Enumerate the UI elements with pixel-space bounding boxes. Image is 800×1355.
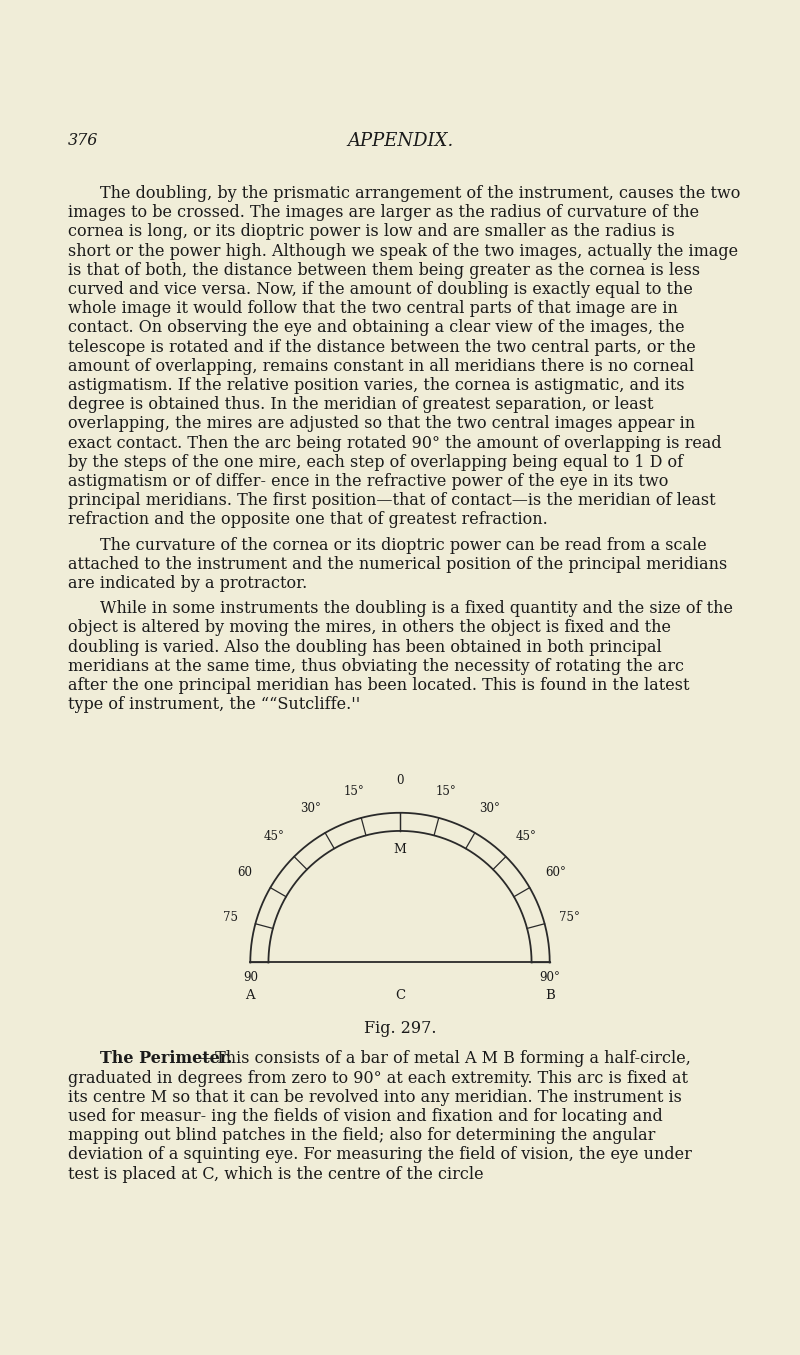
Text: curved and vice versa. Now, if the amount of doubling is exactly equal to the: curved and vice versa. Now, if the amoun… bbox=[68, 280, 693, 298]
Text: overlapping, the mires are adjusted so that the two central images appear in: overlapping, the mires are adjusted so t… bbox=[68, 416, 695, 432]
Text: 30°: 30° bbox=[478, 802, 499, 814]
Text: —This consists of a bar of metal A M B forming a half-circle,: —This consists of a bar of metal A M B f… bbox=[199, 1050, 691, 1068]
Text: whole image it would follow that the two central parts of that image are in: whole image it would follow that the two… bbox=[68, 301, 678, 317]
Text: is that of both, the distance between them being greater as the cornea is less: is that of both, the distance between th… bbox=[68, 262, 700, 279]
Text: 75°: 75° bbox=[558, 911, 580, 924]
Text: 90: 90 bbox=[242, 972, 258, 985]
Text: 15°: 15° bbox=[435, 786, 456, 798]
Text: The doubling, by the prismatic arrangement of the instrument, causes the two: The doubling, by the prismatic arrangeme… bbox=[100, 186, 740, 202]
Text: principal meridians. The first position—that of contact—is the meridian of least: principal meridians. The first position—… bbox=[68, 492, 716, 509]
Text: B: B bbox=[545, 989, 554, 1003]
Text: 90°: 90° bbox=[539, 972, 560, 985]
Text: Fig. 297.: Fig. 297. bbox=[364, 1020, 436, 1038]
Text: C: C bbox=[395, 989, 405, 1003]
Text: by the steps of the one mire, each step of overlapping being equal to 1 D of: by the steps of the one mire, each step … bbox=[68, 454, 683, 470]
Text: 30°: 30° bbox=[301, 802, 322, 814]
Text: 15°: 15° bbox=[344, 786, 365, 798]
Text: degree is obtained thus. In the meridian of greatest separation, or least: degree is obtained thus. In the meridian… bbox=[68, 396, 654, 413]
Text: astigmatism or of differ- ence in the refractive power of the eye in its two: astigmatism or of differ- ence in the re… bbox=[68, 473, 668, 491]
Text: doubling is varied. Also the doubling has been obtained in both principal: doubling is varied. Also the doubling ha… bbox=[68, 638, 662, 656]
Text: 60°: 60° bbox=[545, 866, 566, 879]
Text: meridians at the same time, thus obviating the necessity of rotating the arc: meridians at the same time, thus obviati… bbox=[68, 657, 684, 675]
Text: graduated in degrees from zero to 90° at each extremity. This arc is fixed at: graduated in degrees from zero to 90° at… bbox=[68, 1069, 688, 1087]
Text: 45°: 45° bbox=[515, 831, 537, 843]
Text: While in some instruments the doubling is a fixed quantity and the size of the: While in some instruments the doubling i… bbox=[100, 600, 733, 617]
Text: after the one principal meridian has been located. This is found in the latest: after the one principal meridian has bee… bbox=[68, 678, 690, 694]
Text: astigmatism. If the relative position varies, the cornea is astigmatic, and its: astigmatism. If the relative position va… bbox=[68, 377, 685, 394]
Text: cornea is long, or its dioptric power is low and are smaller as the radius is: cornea is long, or its dioptric power is… bbox=[68, 224, 674, 240]
Text: short or the power high. Although we speak of the two images, actually the image: short or the power high. Although we spe… bbox=[68, 243, 738, 260]
Text: amount of overlapping, remains constant in all meridians there is no corneal: amount of overlapping, remains constant … bbox=[68, 358, 694, 375]
Text: 60: 60 bbox=[237, 866, 252, 879]
Text: 45°: 45° bbox=[263, 831, 285, 843]
Text: A: A bbox=[246, 989, 255, 1003]
Text: refraction and the opposite one that of greatest refraction.: refraction and the opposite one that of … bbox=[68, 511, 548, 528]
Text: The Perimeter.: The Perimeter. bbox=[100, 1050, 232, 1068]
Text: M: M bbox=[394, 843, 406, 856]
Text: are indicated by a protractor.: are indicated by a protractor. bbox=[68, 575, 307, 592]
Text: type of instrument, the ““Sutcliffe.'': type of instrument, the ““Sutcliffe.'' bbox=[68, 696, 360, 713]
Text: images to be crossed. The images are larger as the radius of curvature of the: images to be crossed. The images are lar… bbox=[68, 205, 699, 221]
Text: 75: 75 bbox=[223, 911, 238, 924]
Text: APPENDIX.: APPENDIX. bbox=[347, 131, 453, 150]
Text: telescope is rotated and if the distance between the two central parts, or the: telescope is rotated and if the distance… bbox=[68, 339, 696, 355]
Text: contact. On observing the eye and obtaining a clear view of the images, the: contact. On observing the eye and obtain… bbox=[68, 320, 685, 336]
Text: The curvature of the cornea or its dioptric power can be read from a scale: The curvature of the cornea or its diopt… bbox=[100, 537, 706, 554]
Text: object is altered by moving the mires, in others the object is fixed and the: object is altered by moving the mires, i… bbox=[68, 619, 671, 637]
Text: mapping out blind patches in the field; also for determining the angular: mapping out blind patches in the field; … bbox=[68, 1127, 655, 1144]
Text: attached to the instrument and the numerical position of the principal meridians: attached to the instrument and the numer… bbox=[68, 556, 727, 573]
Text: deviation of a squinting eye. For measuring the field of vision, the eye under: deviation of a squinting eye. For measur… bbox=[68, 1146, 692, 1164]
Text: its centre M so that it can be revolved into any meridian. The instrument is: its centre M so that it can be revolved … bbox=[68, 1089, 682, 1106]
Text: 376: 376 bbox=[68, 131, 98, 149]
Text: used for measur- ing the fields of vision and fixation and for locating and: used for measur- ing the fields of visio… bbox=[68, 1108, 662, 1125]
Text: 0: 0 bbox=[396, 774, 404, 787]
Text: test is placed at C, which is the centre of the circle: test is placed at C, which is the centre… bbox=[68, 1165, 484, 1183]
Text: exact contact. Then the arc being rotated 90° the amount of overlapping is read: exact contact. Then the arc being rotate… bbox=[68, 435, 722, 451]
